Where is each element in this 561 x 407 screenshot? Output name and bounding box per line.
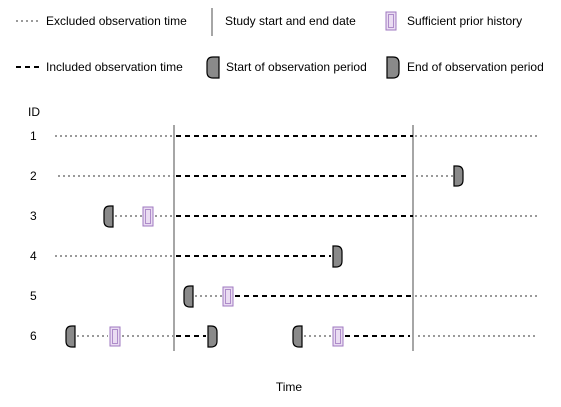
sufficient-history-icon: [109, 326, 121, 347]
legend-start-label: Start of observation period: [226, 60, 367, 74]
start-of-observation-marker: [65, 325, 76, 348]
row-6-timeline: [65, 325, 537, 348]
row-2-timeline: [58, 165, 464, 187]
legend-start-marker-icon: [206, 56, 220, 79]
legend-end-label: End of observation period: [407, 60, 544, 74]
legend-study-boundary-label: Study start and end date: [225, 14, 356, 28]
sufficient-history-icon: [332, 326, 344, 347]
row-id-label: 5: [30, 289, 37, 303]
row-id-label: 4: [30, 249, 37, 263]
legend-end-marker-icon: [386, 56, 400, 79]
legend-included-label: Included observation time: [46, 60, 183, 74]
legend: Excluded observation time Study start an…: [16, 8, 544, 79]
row-labels: 1 2 3 4 5 6: [30, 129, 37, 343]
end-of-observation-marker: [332, 245, 343, 268]
id-header: ID: [28, 105, 40, 119]
end-of-observation-marker: [453, 165, 464, 187]
start-of-observation-marker: [103, 205, 114, 228]
row-id-label: 3: [30, 209, 37, 223]
row-id-label: 6: [30, 329, 37, 343]
row-id-label: 1: [30, 129, 37, 143]
legend-history-icon: [385, 11, 397, 31]
sufficient-history-icon: [142, 206, 154, 227]
end-of-observation-marker: [207, 325, 218, 348]
x-axis-label: Time: [276, 380, 303, 394]
sufficient-history-icon: [222, 286, 234, 307]
legend-history-label: Sufficient prior history: [407, 14, 522, 28]
start-of-observation-marker: [183, 285, 194, 308]
row-5-timeline: [183, 285, 537, 308]
legend-excluded-label: Excluded observation time: [46, 14, 187, 28]
row-3-timeline: [103, 205, 537, 228]
row-4-timeline: [55, 245, 343, 268]
start-of-observation-marker: [292, 325, 303, 348]
row-id-label: 2: [30, 169, 37, 183]
